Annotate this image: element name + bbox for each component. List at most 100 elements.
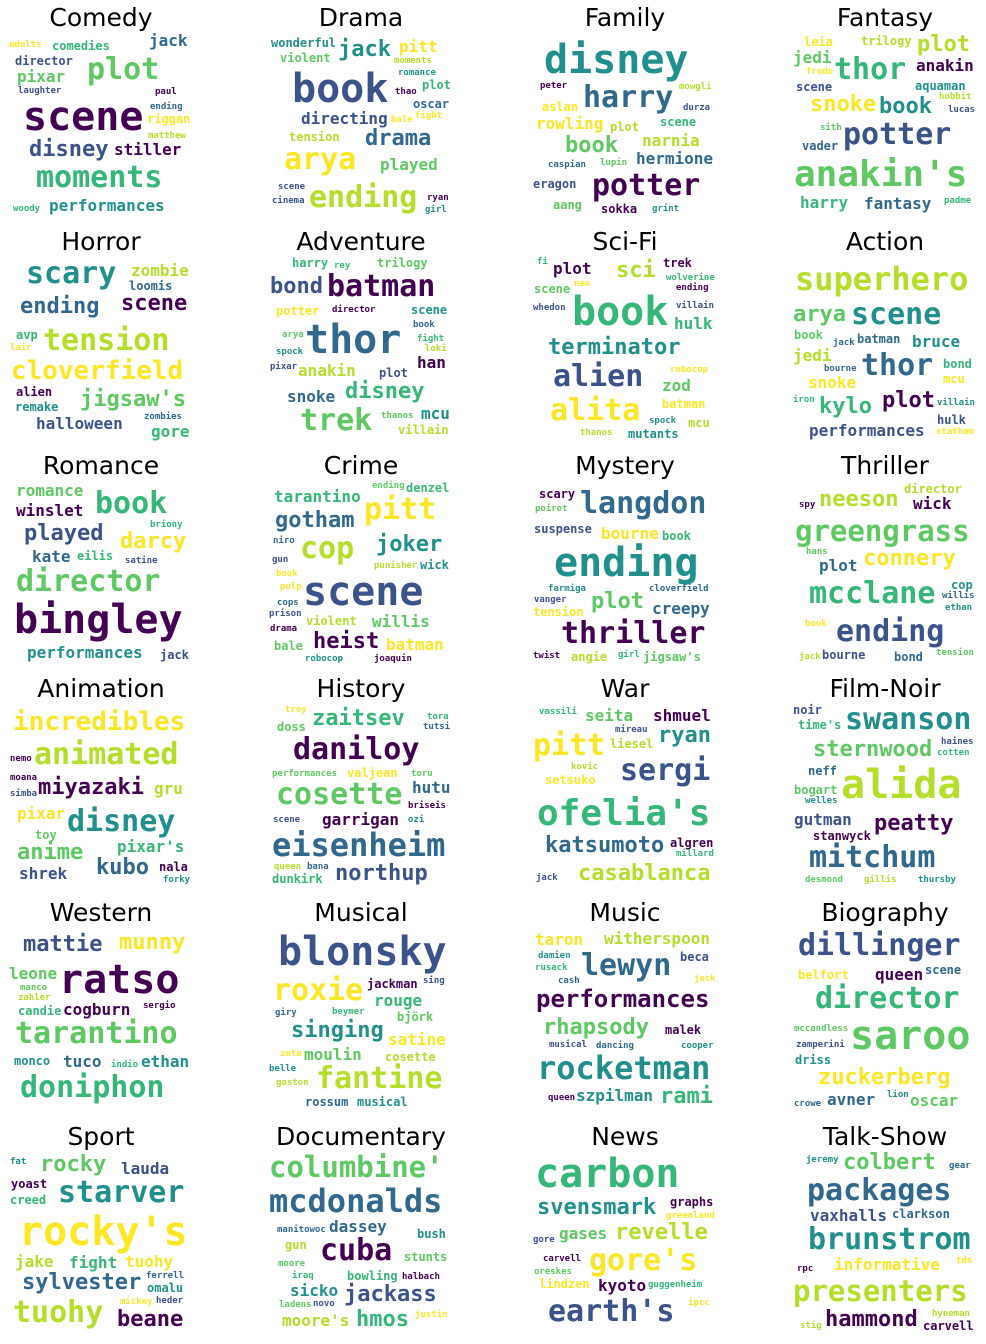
cloud-word: wonderful — [271, 36, 337, 50]
panel-title: Romance — [42, 451, 160, 480]
panel-title: Music — [589, 898, 661, 927]
cloud-word: troy — [285, 705, 307, 715]
cloud-word: book — [879, 94, 932, 119]
cloud-word: lair — [10, 343, 32, 353]
cloud-word: pitt — [533, 728, 606, 763]
panel-title: Adventure — [296, 227, 426, 256]
cloud-word: ending — [836, 614, 945, 649]
cloud-word: tarantino — [15, 1016, 178, 1051]
cloud-word: carvell — [543, 1254, 581, 1264]
cloud-word: witherspoon — [604, 929, 710, 948]
cloud-word: ending — [309, 180, 418, 215]
cloud-word: potter — [843, 117, 952, 152]
cloud-word: rouge — [374, 991, 423, 1010]
cloud-word: scene — [278, 182, 306, 192]
cloud-word: frodo — [806, 67, 834, 77]
cloud-word: angie — [571, 650, 608, 664]
wordcloud-panel-crime: Crime scene pitt cop joker gotham heist willis t… — [268, 450, 454, 666]
cloud-word: dassey — [329, 1217, 387, 1236]
cloud-word: whedon — [533, 303, 566, 313]
cloud-word: spock — [276, 347, 304, 357]
cloud-word: tension — [43, 323, 170, 358]
cloud-word: batman — [327, 269, 436, 304]
cloud-word: mickey — [120, 1297, 153, 1307]
cloud-word: batman — [662, 397, 706, 411]
cloud-word: tuohy — [125, 1252, 174, 1271]
cloud-word: farmiga — [548, 584, 586, 594]
cloud-word: starver — [58, 1175, 185, 1210]
wordcloud-panel-western: Western ratso tarantino doniphon mattie munny… — [8, 897, 194, 1113]
cloud-word: cosette — [385, 1050, 436, 1064]
cloud-word: lauda — [121, 1159, 170, 1178]
word-cloud: saroo director dillinger zuckerberg avner que… — [792, 927, 978, 1113]
cloud-word: mcu — [943, 372, 965, 386]
cloud-word: lupin — [600, 158, 628, 168]
cloud-word: pixar — [270, 362, 298, 372]
cloud-word: snoke — [287, 387, 336, 406]
cloud-word: tutsi — [423, 722, 451, 732]
cloud-word: aquaman — [915, 79, 966, 93]
cloud-word: doniphon — [20, 1070, 165, 1105]
cloud-word: dancing — [596, 1041, 634, 1051]
cloud-word: trilogy — [377, 256, 428, 270]
cloud-word: winslet — [16, 501, 84, 520]
cloud-word: rusack — [535, 963, 568, 973]
cloud-word: played — [24, 521, 104, 546]
cloud-word: bingley — [14, 597, 183, 643]
cloud-word: cogburn — [63, 1000, 131, 1019]
cloud-word: zombies — [144, 412, 182, 422]
cloud-word: snoke — [808, 373, 857, 392]
cloud-word: leia — [804, 35, 833, 49]
wordcloud-panel-film-noir: Film-Noir alida swanson mitchum peatty sternw… — [792, 673, 978, 889]
cloud-word: moore's — [282, 1311, 350, 1330]
cloud-word: gun — [272, 555, 289, 565]
cloud-word: rossum — [305, 1095, 349, 1109]
cloud-word: beane — [117, 1307, 184, 1332]
cloud-word: langdon — [580, 486, 707, 521]
cloud-word: lion — [887, 1090, 909, 1100]
cloud-word: indio — [111, 1060, 139, 1070]
cloud-word: batman — [386, 635, 444, 654]
panel-title: Animation — [37, 674, 165, 703]
cloud-word: nala — [159, 860, 188, 874]
wordcloud-panel-news: News carbon earth's gore's revelle svensmark k… — [532, 1121, 718, 1337]
cloud-word: arya — [284, 142, 357, 177]
cloud-word: hammond — [825, 1307, 918, 1332]
cloud-word: mowgli — [679, 82, 712, 92]
cloud-word: leone — [9, 964, 58, 983]
cloud-word: scene — [851, 297, 942, 332]
word-cloud: superhero scene thor plot arya kylo performanc… — [792, 256, 978, 442]
cloud-word: zod — [662, 376, 691, 395]
cloud-word: zeta — [280, 1049, 302, 1059]
cloud-word: brunstrom — [808, 1222, 971, 1257]
cloud-word: drama — [365, 126, 432, 151]
cloud-word: han — [417, 353, 446, 372]
cloud-word: rocketman — [537, 1049, 711, 1087]
cloud-word: briseis — [408, 801, 446, 811]
word-cloud: scene pitt cop joker gotham heist willis tarant… — [268, 480, 454, 666]
cloud-word: yoast — [11, 1177, 48, 1191]
cloud-word: thao — [395, 87, 417, 97]
cloud-word: lucas — [948, 105, 976, 115]
cloud-word: bale — [274, 639, 303, 653]
cloud-word: harry — [583, 80, 674, 115]
cloud-word: fi — [537, 257, 548, 267]
cloud-word: performances — [49, 196, 165, 215]
cloud-word: ladens — [279, 1300, 312, 1310]
cloud-word: villain — [937, 398, 975, 408]
cloud-word: welles — [805, 796, 838, 806]
cloud-word: anakin — [916, 56, 974, 75]
wordcloud-panel-war: War ofelia's sergi pitt casablanca ryan katsum… — [532, 673, 718, 889]
cloud-word: loomis — [129, 279, 173, 293]
cloud-word: swanson — [845, 703, 972, 737]
cloud-word: belfort — [798, 968, 849, 982]
panel-title: Film-Noir — [829, 674, 941, 703]
cloud-word: zaitsev — [312, 706, 405, 731]
cloud-word: pulp — [280, 582, 302, 592]
cloud-word: pixar — [17, 804, 66, 823]
cloud-word: ethan — [945, 603, 973, 613]
cloud-word: cinema — [272, 196, 305, 206]
cloud-word: shmuel — [653, 706, 711, 725]
cloud-word: arya — [282, 330, 304, 340]
cloud-word: moana — [10, 773, 38, 783]
